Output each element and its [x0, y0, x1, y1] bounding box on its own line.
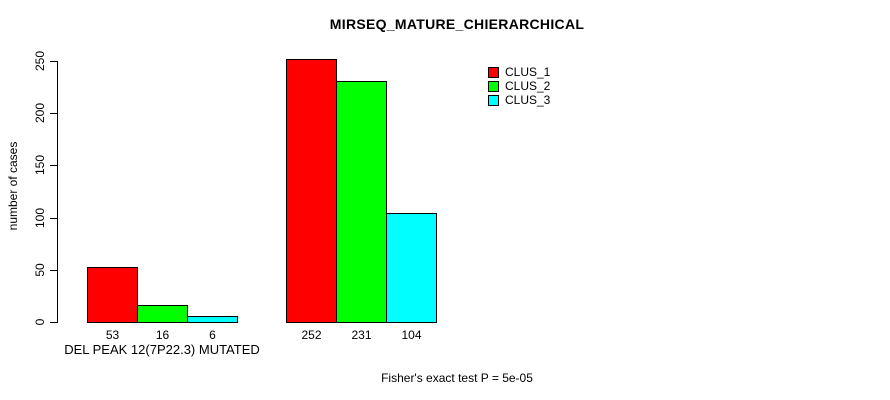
y-axis-line — [57, 61, 58, 323]
annotation-text: Fisher's exact test P = 5e-05 — [381, 371, 533, 385]
bar-clus_1-group2 — [286, 59, 337, 323]
y-tick-mark — [50, 218, 57, 219]
group-label: DEL PEAK 12(7P22.3) MUTATED — [64, 342, 260, 357]
bar-clus_2-group2 — [336, 81, 387, 323]
bar-value-label: 53 — [105, 328, 120, 342]
y-tick-mark — [50, 113, 57, 114]
legend-label: CLUS_3 — [505, 93, 551, 107]
legend-item-clus_3: CLUS_3 — [488, 94, 550, 106]
y-tick-label: 150 — [33, 154, 47, 176]
y-tick-mark — [50, 165, 57, 166]
y-tick-mark — [50, 270, 57, 271]
bar-clus_1-group1 — [87, 267, 138, 323]
legend-swatch-icon — [488, 66, 499, 78]
legend-swatch-icon — [488, 80, 499, 92]
bar-value-label: 16 — [155, 328, 170, 342]
y-tick-label: 100 — [33, 207, 47, 229]
y-axis-label: number of cases — [6, 141, 20, 231]
legend-item-clus_2: CLUS_2 — [488, 80, 550, 92]
bar-value-label: 104 — [401, 328, 422, 342]
bar-value-label: 252 — [301, 328, 322, 342]
y-tick-label: 50 — [33, 263, 47, 277]
bar-value-label: 6 — [209, 328, 216, 342]
y-tick-mark — [50, 322, 57, 323]
bar-clus_2-group1 — [137, 305, 188, 323]
y-tick-mark — [50, 61, 57, 62]
y-tick-label: 200 — [33, 102, 47, 124]
chart-title: MIRSEQ_MATURE_CHIERARCHICAL — [329, 16, 585, 32]
legend-item-clus_1: CLUS_1 — [488, 66, 550, 78]
bar-clus_3-group1 — [187, 316, 238, 323]
legend-label: CLUS_2 — [505, 79, 551, 93]
y-tick-label: 0 — [33, 318, 47, 326]
y-tick-label: 250 — [33, 50, 47, 72]
bar-clus_3-group2 — [386, 213, 437, 323]
bar-value-label: 231 — [351, 328, 372, 342]
legend-label: CLUS_1 — [505, 65, 551, 79]
legend-swatch-icon — [488, 94, 499, 106]
